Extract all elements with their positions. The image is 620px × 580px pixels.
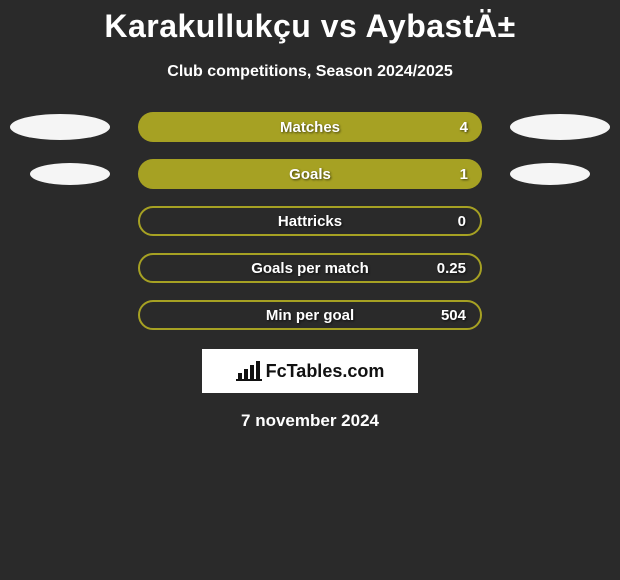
stat-value: 0 <box>458 213 466 230</box>
stat-bar: Goals per match 0.25 <box>138 253 482 283</box>
stat-label: Matches <box>280 119 340 136</box>
stat-row: Goals per match 0.25 <box>0 252 620 284</box>
subtitle: Club competitions, Season 2024/2025 <box>0 63 620 81</box>
stat-row: Hattricks 0 <box>0 205 620 237</box>
stat-bar: Hattricks 0 <box>138 206 482 236</box>
barchart-icon <box>236 361 262 381</box>
stat-label: Goals per match <box>251 260 369 277</box>
left-ellipse <box>10 114 110 140</box>
logo-box: FcTables.com <box>202 349 418 393</box>
date-label: 7 november 2024 <box>0 411 620 431</box>
stats-rows: Matches 4 Goals 1 Hattricks 0 Goals per match 0… <box>0 111 620 331</box>
stat-row: Min per goal 504 <box>0 299 620 331</box>
right-ellipse <box>510 163 590 185</box>
stat-value: 0.25 <box>437 260 466 277</box>
logo[interactable]: FcTables.com <box>236 361 385 382</box>
stat-row: Goals 1 <box>0 158 620 190</box>
right-ellipse <box>510 114 610 140</box>
stat-label: Hattricks <box>278 213 342 230</box>
stat-label: Goals <box>289 166 331 183</box>
stat-value: 1 <box>460 166 468 183</box>
stat-bar: Matches 4 <box>138 112 482 142</box>
stat-value: 4 <box>460 119 468 136</box>
stat-bar: Min per goal 504 <box>138 300 482 330</box>
logo-text: FcTables.com <box>266 361 385 382</box>
stat-value: 504 <box>441 307 466 324</box>
left-ellipse <box>30 163 110 185</box>
stat-bar: Goals 1 <box>138 159 482 189</box>
stat-row: Matches 4 <box>0 111 620 143</box>
page-title: Karakullukçu vs AybastÄ± <box>0 0 620 45</box>
stat-label: Min per goal <box>266 307 354 324</box>
